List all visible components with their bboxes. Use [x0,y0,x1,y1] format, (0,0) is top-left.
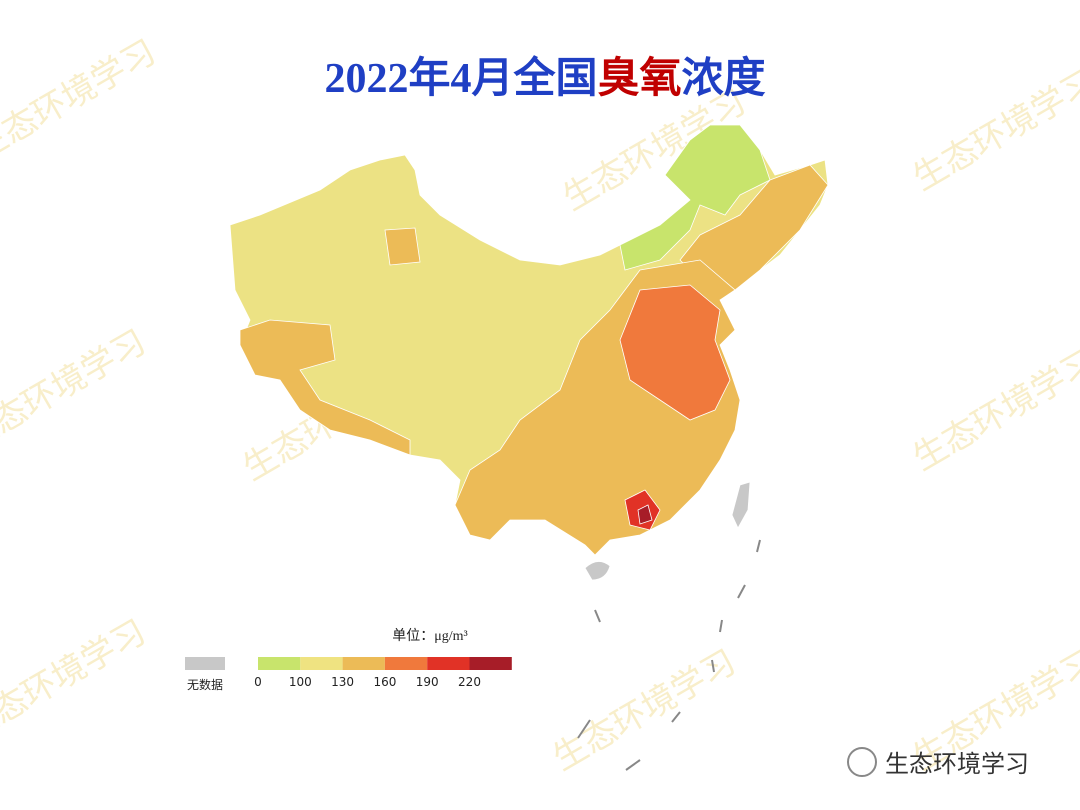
legend-tick-label: 0 [254,675,262,689]
watermark: 生态环境学习 [906,62,1080,199]
legend-swatch [300,657,343,670]
northeast-green [619,124,771,271]
brand-icon [847,747,877,777]
legend-swatch [258,657,301,670]
legend-swatch [469,657,512,670]
watermark: 生态环境学习 [0,32,163,169]
legend-unit: 单位：μg/m³ [392,628,467,644]
title-part: 臭氧 [597,55,681,102]
hotspot-2 [637,504,653,525]
title-part: 2022年4月全国 [324,54,597,102]
legend-swatch [427,657,470,670]
watermark: 生态环境学习 [0,322,153,459]
legend-swatch [384,657,428,670]
title-part: 浓度 [682,55,766,102]
legend-tick-label: 100 [289,675,312,689]
brand: 生态环境学习 [847,747,1029,778]
no-data-swatch [185,657,225,670]
hainan [584,561,611,581]
legend: 无数据 0 100 130 160 190 220 [185,657,512,692]
xinjiang-orange [384,227,421,266]
nine-dash-line [577,539,761,771]
watermark: 生态环境学习 [0,612,153,749]
legend-tick-label: 190 [416,675,439,689]
legend-swatch [342,657,385,670]
taiwan [731,481,751,529]
title: 2022年4月全国臭氧浓度 [324,54,765,102]
legend-tick-label: 130 [331,675,354,689]
tibet-orange [239,319,411,456]
dash [577,539,761,771]
watermark: 生态环境学习 [906,342,1080,479]
china-map [229,124,829,581]
legend-tick-label: 160 [373,675,396,689]
brand-text: 生态环境学习 [885,750,1029,778]
north-china-red [619,284,731,421]
no-data-label: 无数据 [187,677,223,692]
legend-tick-label: 220 [458,675,481,689]
